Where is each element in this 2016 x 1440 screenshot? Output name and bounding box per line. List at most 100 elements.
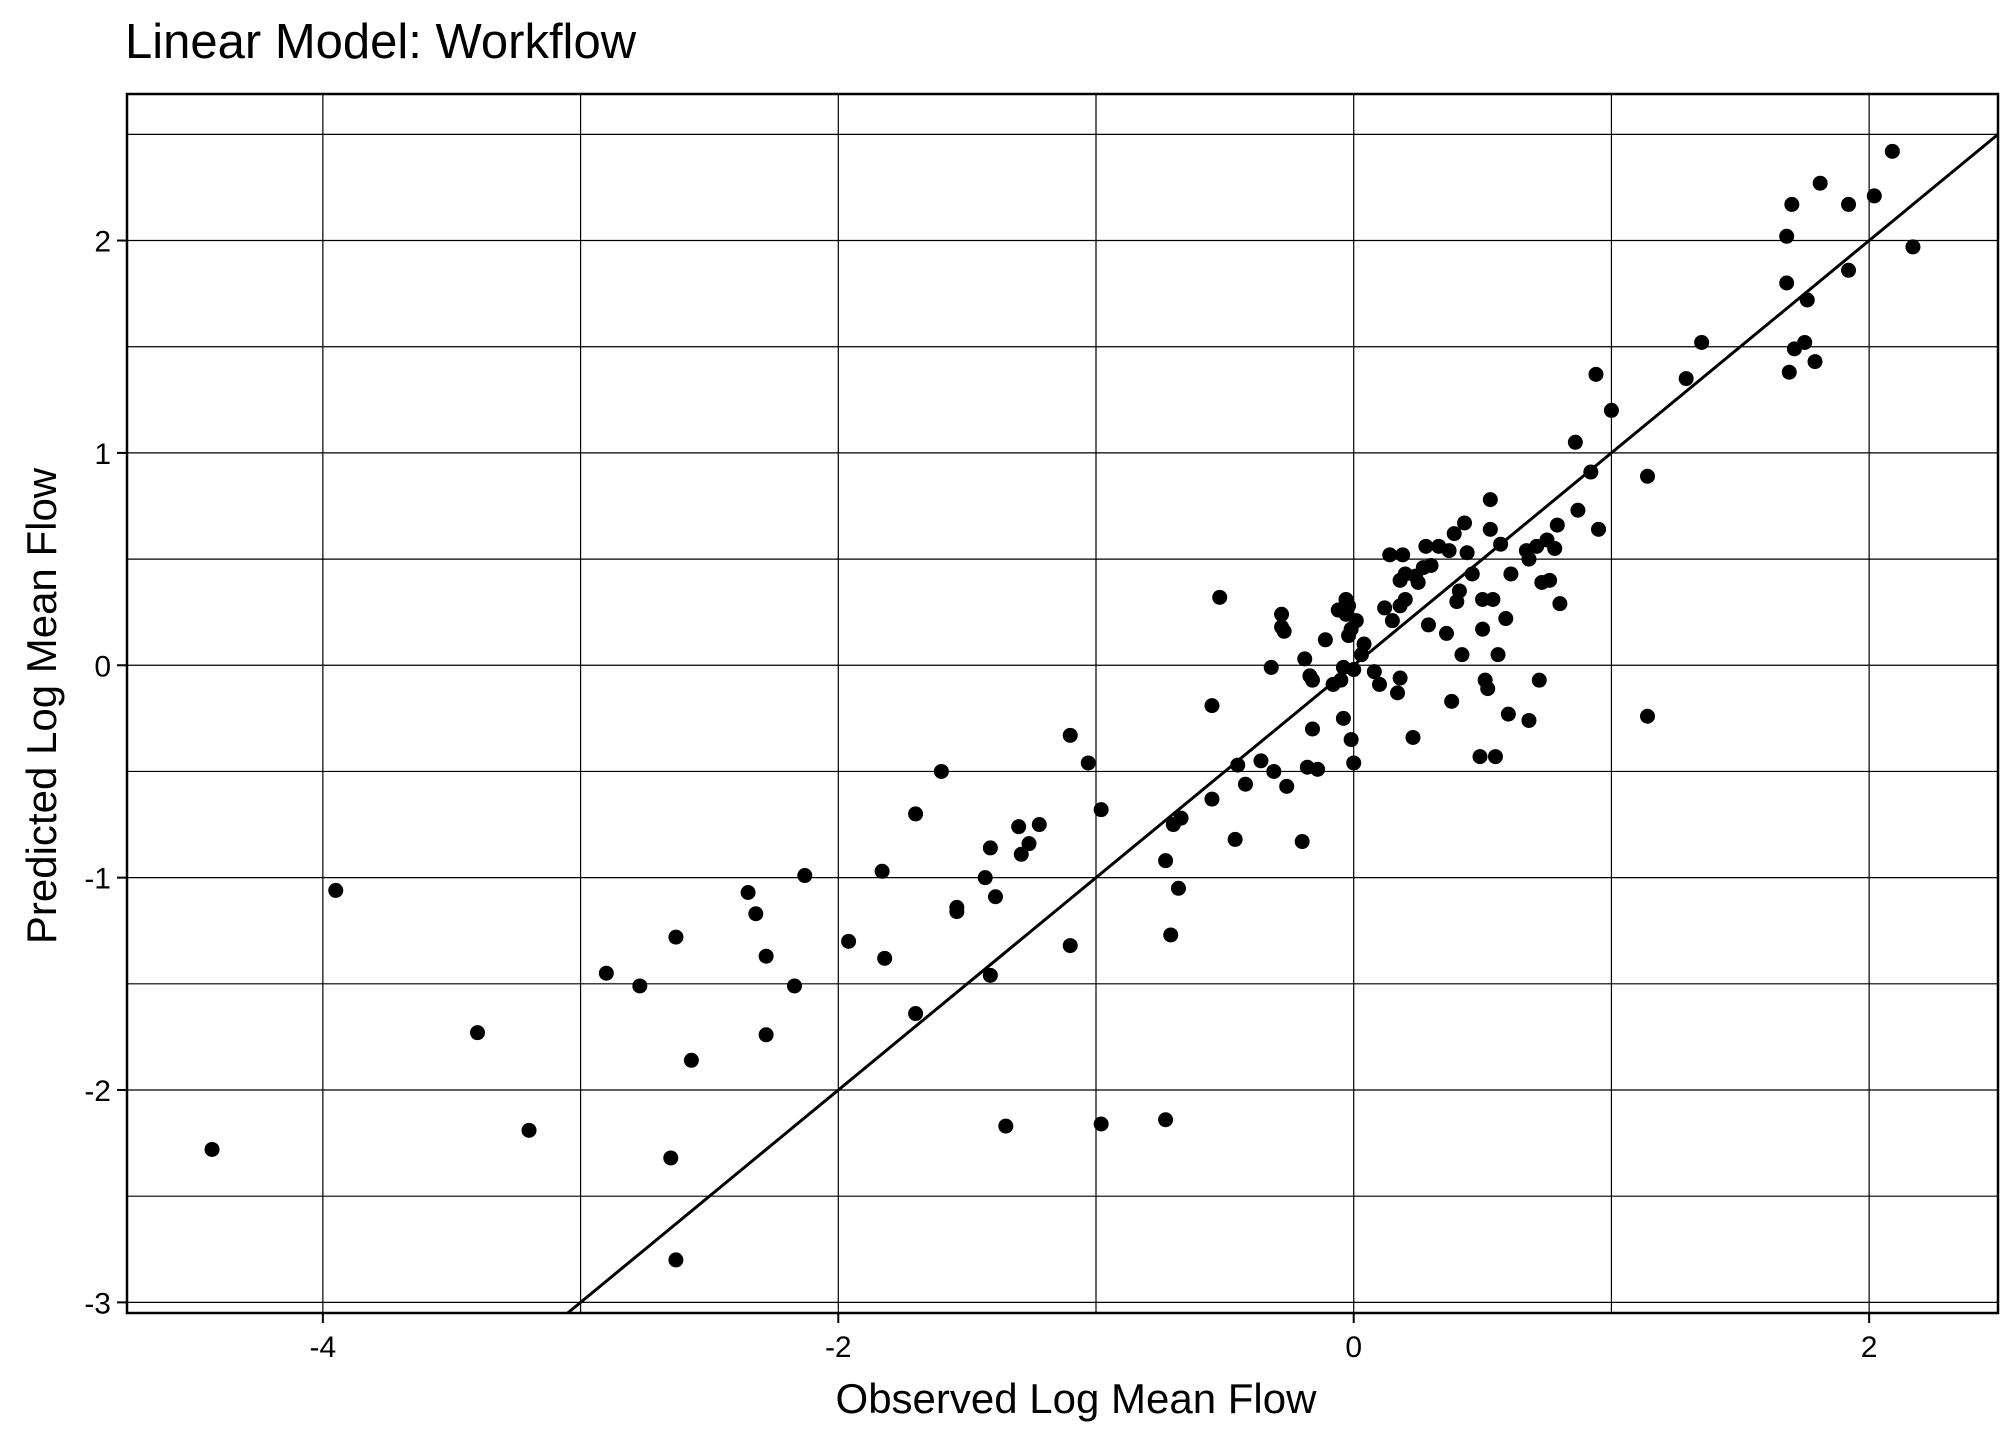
data-point bbox=[1480, 681, 1496, 697]
data-point bbox=[1395, 547, 1411, 563]
plot-frame bbox=[125, 92, 2000, 1315]
data-point bbox=[1204, 791, 1220, 807]
data-point bbox=[1841, 196, 1857, 212]
data-point bbox=[1397, 591, 1413, 607]
data-point bbox=[1392, 670, 1408, 686]
data-point bbox=[1158, 1112, 1174, 1128]
y-tick-label: -1 bbox=[84, 863, 111, 896]
data-point bbox=[1062, 727, 1078, 743]
data-point bbox=[1335, 710, 1351, 726]
data-point bbox=[1588, 366, 1604, 382]
data-point bbox=[1542, 572, 1558, 588]
data-point bbox=[1475, 621, 1491, 637]
data-point bbox=[1905, 239, 1921, 255]
data-point bbox=[1841, 262, 1857, 278]
data-point bbox=[1343, 732, 1359, 748]
data-point bbox=[1779, 275, 1795, 291]
data-point bbox=[1333, 672, 1349, 688]
x-tick-label: -4 bbox=[310, 1331, 337, 1364]
data-point bbox=[1371, 676, 1387, 692]
data-point bbox=[1382, 547, 1398, 563]
data-point bbox=[1158, 853, 1174, 869]
data-point bbox=[1640, 468, 1656, 484]
data-point bbox=[1346, 755, 1362, 771]
reference-line-group bbox=[566, 133, 1999, 1315]
data-point bbox=[1485, 591, 1501, 607]
data-point bbox=[1346, 662, 1362, 678]
data-point bbox=[1263, 659, 1279, 675]
data-point bbox=[982, 840, 998, 856]
data-point bbox=[1204, 698, 1220, 714]
x-tick-label: 0 bbox=[1345, 1331, 1362, 1364]
data-point bbox=[1274, 606, 1290, 622]
y-tick-label: 1 bbox=[94, 438, 111, 471]
data-point bbox=[748, 906, 764, 922]
data-point bbox=[1567, 434, 1583, 450]
data-point bbox=[1503, 566, 1519, 582]
data-point bbox=[1163, 927, 1179, 943]
data-point bbox=[908, 806, 924, 822]
data-point bbox=[1230, 757, 1246, 773]
data-point bbox=[982, 967, 998, 983]
data-point bbox=[1482, 521, 1498, 537]
data-point bbox=[521, 1122, 537, 1138]
data-point bbox=[1420, 617, 1436, 633]
data-point bbox=[1490, 647, 1506, 663]
data-point bbox=[668, 1252, 684, 1268]
data-point bbox=[1294, 834, 1310, 850]
data-point bbox=[1498, 611, 1514, 627]
data-point bbox=[874, 863, 890, 879]
data-point bbox=[908, 1006, 924, 1022]
data-point bbox=[1812, 175, 1828, 191]
data-point bbox=[1472, 749, 1488, 765]
data-point bbox=[758, 948, 774, 964]
data-point bbox=[1694, 334, 1710, 350]
data-point bbox=[683, 1052, 699, 1068]
y-tick-label: 2 bbox=[94, 226, 111, 259]
data-point bbox=[1011, 819, 1027, 835]
data-point bbox=[1451, 583, 1467, 599]
data-point bbox=[1884, 143, 1900, 159]
data-point bbox=[1459, 545, 1475, 561]
reference-line bbox=[566, 133, 1999, 1315]
data-point bbox=[1781, 364, 1797, 380]
data-point bbox=[1405, 729, 1421, 745]
data-point bbox=[663, 1150, 679, 1166]
data-point bbox=[598, 965, 614, 981]
data-point bbox=[949, 899, 965, 915]
data-point bbox=[786, 978, 802, 994]
data-point bbox=[1390, 685, 1406, 701]
data-point bbox=[998, 1118, 1014, 1134]
data-point bbox=[1310, 761, 1326, 777]
y-tick-label: -3 bbox=[84, 1287, 111, 1320]
data-point bbox=[1799, 292, 1815, 308]
chart-title: Linear Model: Workflow bbox=[125, 15, 637, 69]
data-point bbox=[1784, 196, 1800, 212]
data-point bbox=[1253, 753, 1269, 769]
data-point bbox=[1304, 672, 1320, 688]
data-point bbox=[1366, 664, 1382, 680]
data-point bbox=[1384, 613, 1400, 629]
data-point bbox=[328, 882, 344, 898]
data-point bbox=[1423, 557, 1439, 573]
data-point bbox=[1021, 836, 1037, 852]
data-point bbox=[1583, 464, 1599, 480]
data-point bbox=[1570, 502, 1586, 518]
data-point bbox=[1276, 623, 1292, 639]
data-point bbox=[1212, 589, 1228, 605]
data-point bbox=[740, 885, 756, 901]
data-point bbox=[1062, 938, 1078, 954]
data-point bbox=[1549, 517, 1565, 533]
x-tick-label: 2 bbox=[1861, 1331, 1878, 1364]
data-point bbox=[1410, 574, 1426, 590]
data-point bbox=[1266, 763, 1282, 779]
y-tick-label: -2 bbox=[84, 1075, 111, 1108]
data-point bbox=[1031, 817, 1047, 833]
data-point bbox=[977, 870, 993, 886]
data-point bbox=[1227, 831, 1243, 847]
data-point bbox=[1547, 540, 1563, 556]
data-point bbox=[1797, 334, 1813, 350]
data-point bbox=[1475, 591, 1491, 607]
data-point bbox=[1356, 636, 1372, 652]
